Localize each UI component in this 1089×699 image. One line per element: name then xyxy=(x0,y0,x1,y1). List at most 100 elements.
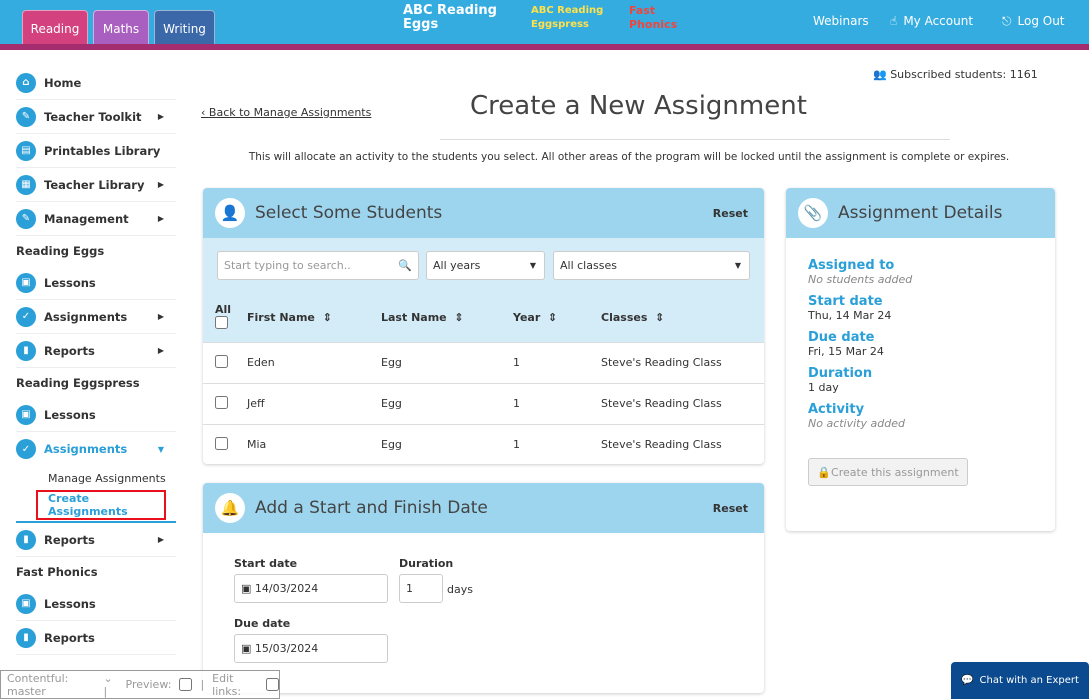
edit-links-label: Edit links: xyxy=(212,671,242,698)
reading-eggspress-logo[interactable]: ABC Reading Eggspress xyxy=(531,5,604,30)
label: Lessons xyxy=(44,407,96,422)
due-date-input[interactable]: ▣ 15/03/2024 xyxy=(234,634,388,663)
sidebar-item-teacher-toolkit[interactable]: ✎ Teacher Toolkit ▶ xyxy=(16,100,176,134)
table-row[interactable]: Mia Egg 1 Steve's Reading Class xyxy=(203,423,764,464)
label: Year xyxy=(513,311,541,325)
search-icon[interactable]: 🔍 xyxy=(398,259,412,272)
row-checkbox[interactable] xyxy=(215,395,228,409)
first-name-header[interactable]: First Name ⇕ xyxy=(241,294,375,342)
label: Assignments xyxy=(44,442,128,456)
sidebar-item-printables[interactable]: ▤ Printables Library xyxy=(16,134,176,168)
chart-icon: ▮ xyxy=(16,529,36,550)
start-date-value: 14/03/2024 xyxy=(254,582,319,595)
label: Printables Library xyxy=(44,143,161,158)
last-name-header[interactable]: Last Name ⇕ xyxy=(375,294,507,342)
years-select[interactable]: All years ▼ xyxy=(426,251,545,280)
reading-eggs-logo[interactable]: ABC Reading Eggs xyxy=(403,3,497,32)
select-students-card: 👤 Select Some Students Reset Start typing … xyxy=(203,188,764,464)
assignment-details-card: 📎 Assignment Details Assigned to No stude… xyxy=(786,188,1055,531)
start-date-label: Start date xyxy=(234,557,298,570)
separator: ⌄ | xyxy=(103,671,113,698)
sidebar-item-lessons[interactable]: ▣ Lessons xyxy=(16,587,176,621)
reset-students-button[interactable]: Reset xyxy=(712,206,748,220)
all-label: All xyxy=(215,303,232,317)
caret-right-icon: ▶ xyxy=(157,535,164,544)
create-assignments-link[interactable]: Create Assignments xyxy=(36,490,166,520)
sidebar-item-reports[interactable]: ▮ Reports ▶ xyxy=(16,523,176,557)
sidebar-item-assignments[interactable]: ✓ Assignments ▶ xyxy=(16,300,176,334)
select-all-header[interactable]: All xyxy=(203,294,241,342)
sidebar-item-lessons[interactable]: ▣ Lessons xyxy=(16,266,176,300)
contentful-branch[interactable]: Contentful: master xyxy=(7,671,69,698)
due-date-value: Fri, 15 Mar 24 xyxy=(808,345,884,358)
sidebar-item-reports[interactable]: ▮ Reports ▶ xyxy=(16,334,176,368)
sidebar: ⌂ Home ✎ Teacher Toolkit ▶ ▤ Printables Libr… xyxy=(16,66,176,655)
caret-right-icon: ▶ xyxy=(157,180,164,189)
label: Lessons xyxy=(44,596,96,611)
last-name: Egg xyxy=(375,341,507,383)
sidebar-item-lessons[interactable]: ▣ Lessons xyxy=(16,398,176,432)
webinars-link[interactable]: Webinars xyxy=(813,14,869,28)
class: Steve's Reading Class xyxy=(595,382,764,424)
tab-reading[interactable]: Reading xyxy=(22,10,88,44)
sidebar-item-teacher-library[interactable]: ▦ Teacher Library ▶ xyxy=(16,168,176,202)
hand-icon: ☝ xyxy=(890,14,898,28)
tab-maths[interactable]: Maths xyxy=(93,10,149,44)
caret-right-icon: ▶ xyxy=(157,312,164,321)
lessons-icon: ▣ xyxy=(16,404,36,425)
create-assignment-button[interactable]: 🔒 Create this assignment xyxy=(808,458,968,486)
label: Classes xyxy=(601,311,648,325)
year: 1 xyxy=(507,382,595,424)
row-checkbox[interactable] xyxy=(215,354,228,368)
preview-checkbox[interactable] xyxy=(179,678,193,691)
intro-text: This will allocate an activity to the st… xyxy=(248,151,1010,163)
card-title: Add a Start and Finish Date xyxy=(255,498,488,518)
reset-dates-button[interactable]: Reset xyxy=(712,501,748,515)
calendar-icon: ▣ xyxy=(241,642,255,655)
table-row[interactable]: Eden Egg 1 Steve's Reading Class xyxy=(203,341,764,383)
lessons-icon: ▣ xyxy=(16,272,36,293)
classes-header[interactable]: Classes ⇕ xyxy=(595,294,764,342)
label: Reports xyxy=(44,532,95,547)
chart-icon: ▮ xyxy=(16,627,36,648)
section-fast-phonics: Fast Phonics xyxy=(16,565,98,579)
student-search-input[interactable]: Start typing to search.. 🔍 xyxy=(217,251,419,280)
sidebar-item-management[interactable]: ✎ Management ▶ xyxy=(16,202,176,236)
label: Teacher Toolkit xyxy=(44,109,142,124)
library-icon: ▦ xyxy=(16,174,36,195)
row-checkbox[interactable] xyxy=(215,436,228,450)
select-all-checkbox[interactable] xyxy=(215,316,228,330)
assigned-to-value: No students added xyxy=(808,273,913,286)
calendar-check-icon: ✓ xyxy=(16,439,36,459)
button-label: Create this assignment xyxy=(831,465,959,479)
start-date-input[interactable]: ▣ 14/03/2024 xyxy=(234,574,388,603)
sidebar-item-reports[interactable]: ▮ Reports xyxy=(16,621,176,655)
page-title: Create a New Assignment xyxy=(470,91,807,121)
first-name: Eden xyxy=(241,341,375,383)
webinars-label: Webinars xyxy=(813,14,869,28)
table-row[interactable]: Jeff Egg 1 Steve's Reading Class xyxy=(203,382,764,424)
tab-writing[interactable]: Writing xyxy=(154,10,215,44)
log-out-link[interactable]: ⎋ Log Out xyxy=(1002,14,1065,29)
divider xyxy=(440,139,950,140)
sidebar-item-home[interactable]: ⌂ Home xyxy=(16,66,176,100)
dates-card: 🔔 Add a Start and Finish Date Reset Start … xyxy=(203,483,764,693)
year-header[interactable]: Year ⇕ xyxy=(507,294,595,342)
home-icon: ⌂ xyxy=(16,72,36,93)
label: Reports xyxy=(44,343,95,358)
contentful-bar: Contentful: master ⌄ | Preview: | Edit lin… xyxy=(0,670,280,699)
classes-select[interactable]: All classes ▼ xyxy=(553,251,750,280)
manage-assignments-link[interactable]: Manage Assignments xyxy=(48,471,166,485)
edit-links-checkbox[interactable] xyxy=(266,678,279,691)
calendar-check-icon: ✓ xyxy=(16,306,36,327)
my-account-link[interactable]: ☝ My Account xyxy=(890,14,973,28)
lessons-icon: ▣ xyxy=(16,593,36,614)
first-name: Jeff xyxy=(241,382,375,424)
sidebar-item-assignments-open[interactable]: ✓ Assignments ▼ xyxy=(16,432,176,466)
label: Assignments xyxy=(44,309,128,324)
back-link[interactable]: ‹ Back to Manage Assignments xyxy=(201,106,372,119)
duration-input[interactable]: 1 xyxy=(399,574,443,603)
fast-phonics-logo[interactable]: Fast Phonics xyxy=(629,4,678,31)
chat-button[interactable]: 💬 Chat with an Expert xyxy=(951,662,1089,699)
chat-label: Chat with an Expert xyxy=(979,675,1079,686)
